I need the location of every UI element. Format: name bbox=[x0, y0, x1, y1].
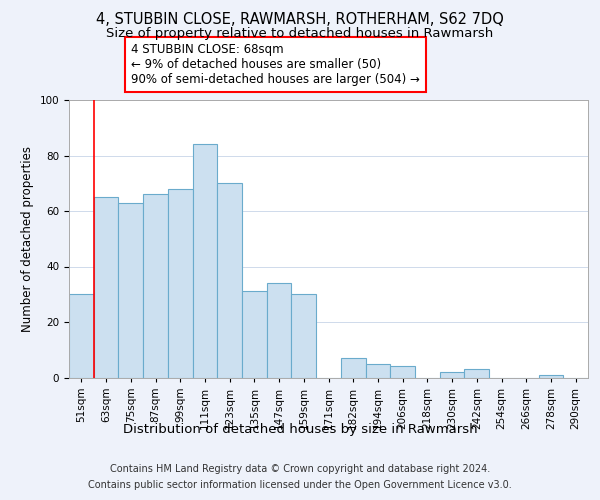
Bar bbox=[168, 189, 193, 378]
Text: Contains HM Land Registry data © Crown copyright and database right 2024.: Contains HM Land Registry data © Crown c… bbox=[110, 464, 490, 474]
Bar bbox=[539, 374, 563, 378]
Bar bbox=[464, 369, 489, 378]
Text: 4, STUBBIN CLOSE, RAWMARSH, ROTHERHAM, S62 7DQ: 4, STUBBIN CLOSE, RAWMARSH, ROTHERHAM, S… bbox=[96, 12, 504, 28]
Bar bbox=[217, 183, 242, 378]
Bar bbox=[143, 194, 168, 378]
Text: Size of property relative to detached houses in Rawmarsh: Size of property relative to detached ho… bbox=[106, 28, 494, 40]
Bar bbox=[94, 197, 118, 378]
Y-axis label: Number of detached properties: Number of detached properties bbox=[21, 146, 34, 332]
Bar bbox=[242, 292, 267, 378]
Bar bbox=[365, 364, 390, 378]
Bar bbox=[341, 358, 365, 378]
Text: 4 STUBBIN CLOSE: 68sqm
← 9% of detached houses are smaller (50)
90% of semi-deta: 4 STUBBIN CLOSE: 68sqm ← 9% of detached … bbox=[131, 43, 419, 86]
Bar bbox=[267, 283, 292, 378]
Bar bbox=[118, 202, 143, 378]
Bar bbox=[390, 366, 415, 378]
Text: Distribution of detached houses by size in Rawmarsh: Distribution of detached houses by size … bbox=[122, 422, 478, 436]
Bar bbox=[440, 372, 464, 378]
Bar bbox=[292, 294, 316, 378]
Bar bbox=[193, 144, 217, 378]
Text: Contains public sector information licensed under the Open Government Licence v3: Contains public sector information licen… bbox=[88, 480, 512, 490]
Bar bbox=[69, 294, 94, 378]
